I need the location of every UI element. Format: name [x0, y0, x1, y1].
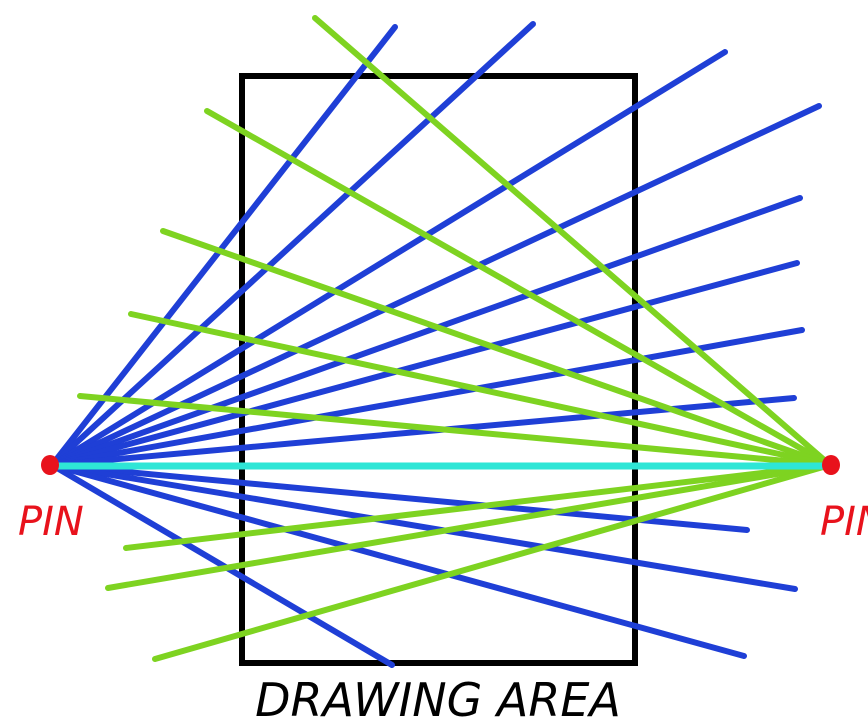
left-pin-line	[49, 24, 398, 468]
right-pin-label: PIN	[820, 499, 868, 545]
right-pin-lines	[77, 15, 833, 662]
right-pin-line	[204, 108, 833, 468]
right-pin-line	[128, 311, 833, 468]
right-pin-line	[105, 462, 833, 591]
left-pin-line	[49, 260, 800, 468]
left-pin-dot	[41, 455, 59, 475]
left-pin-line	[49, 462, 747, 659]
right-pin-line	[77, 393, 833, 468]
left-pin-line	[49, 462, 798, 592]
left-pin-line	[49, 49, 728, 468]
right-pin-line	[312, 15, 833, 468]
drawing-area-label: DRAWING AREA	[255, 673, 621, 727]
left-pin-line	[49, 462, 395, 668]
right-pin-dot	[822, 455, 840, 475]
right-pin-line	[160, 228, 833, 468]
left-pin-line	[49, 21, 536, 468]
right-pin-line	[152, 462, 833, 662]
drawing-area-frame	[239, 73, 638, 666]
left-pin-label: PIN	[18, 499, 84, 545]
left-pin-line	[49, 327, 805, 468]
left-pin-line	[49, 195, 803, 468]
right-pin-line	[123, 462, 833, 551]
